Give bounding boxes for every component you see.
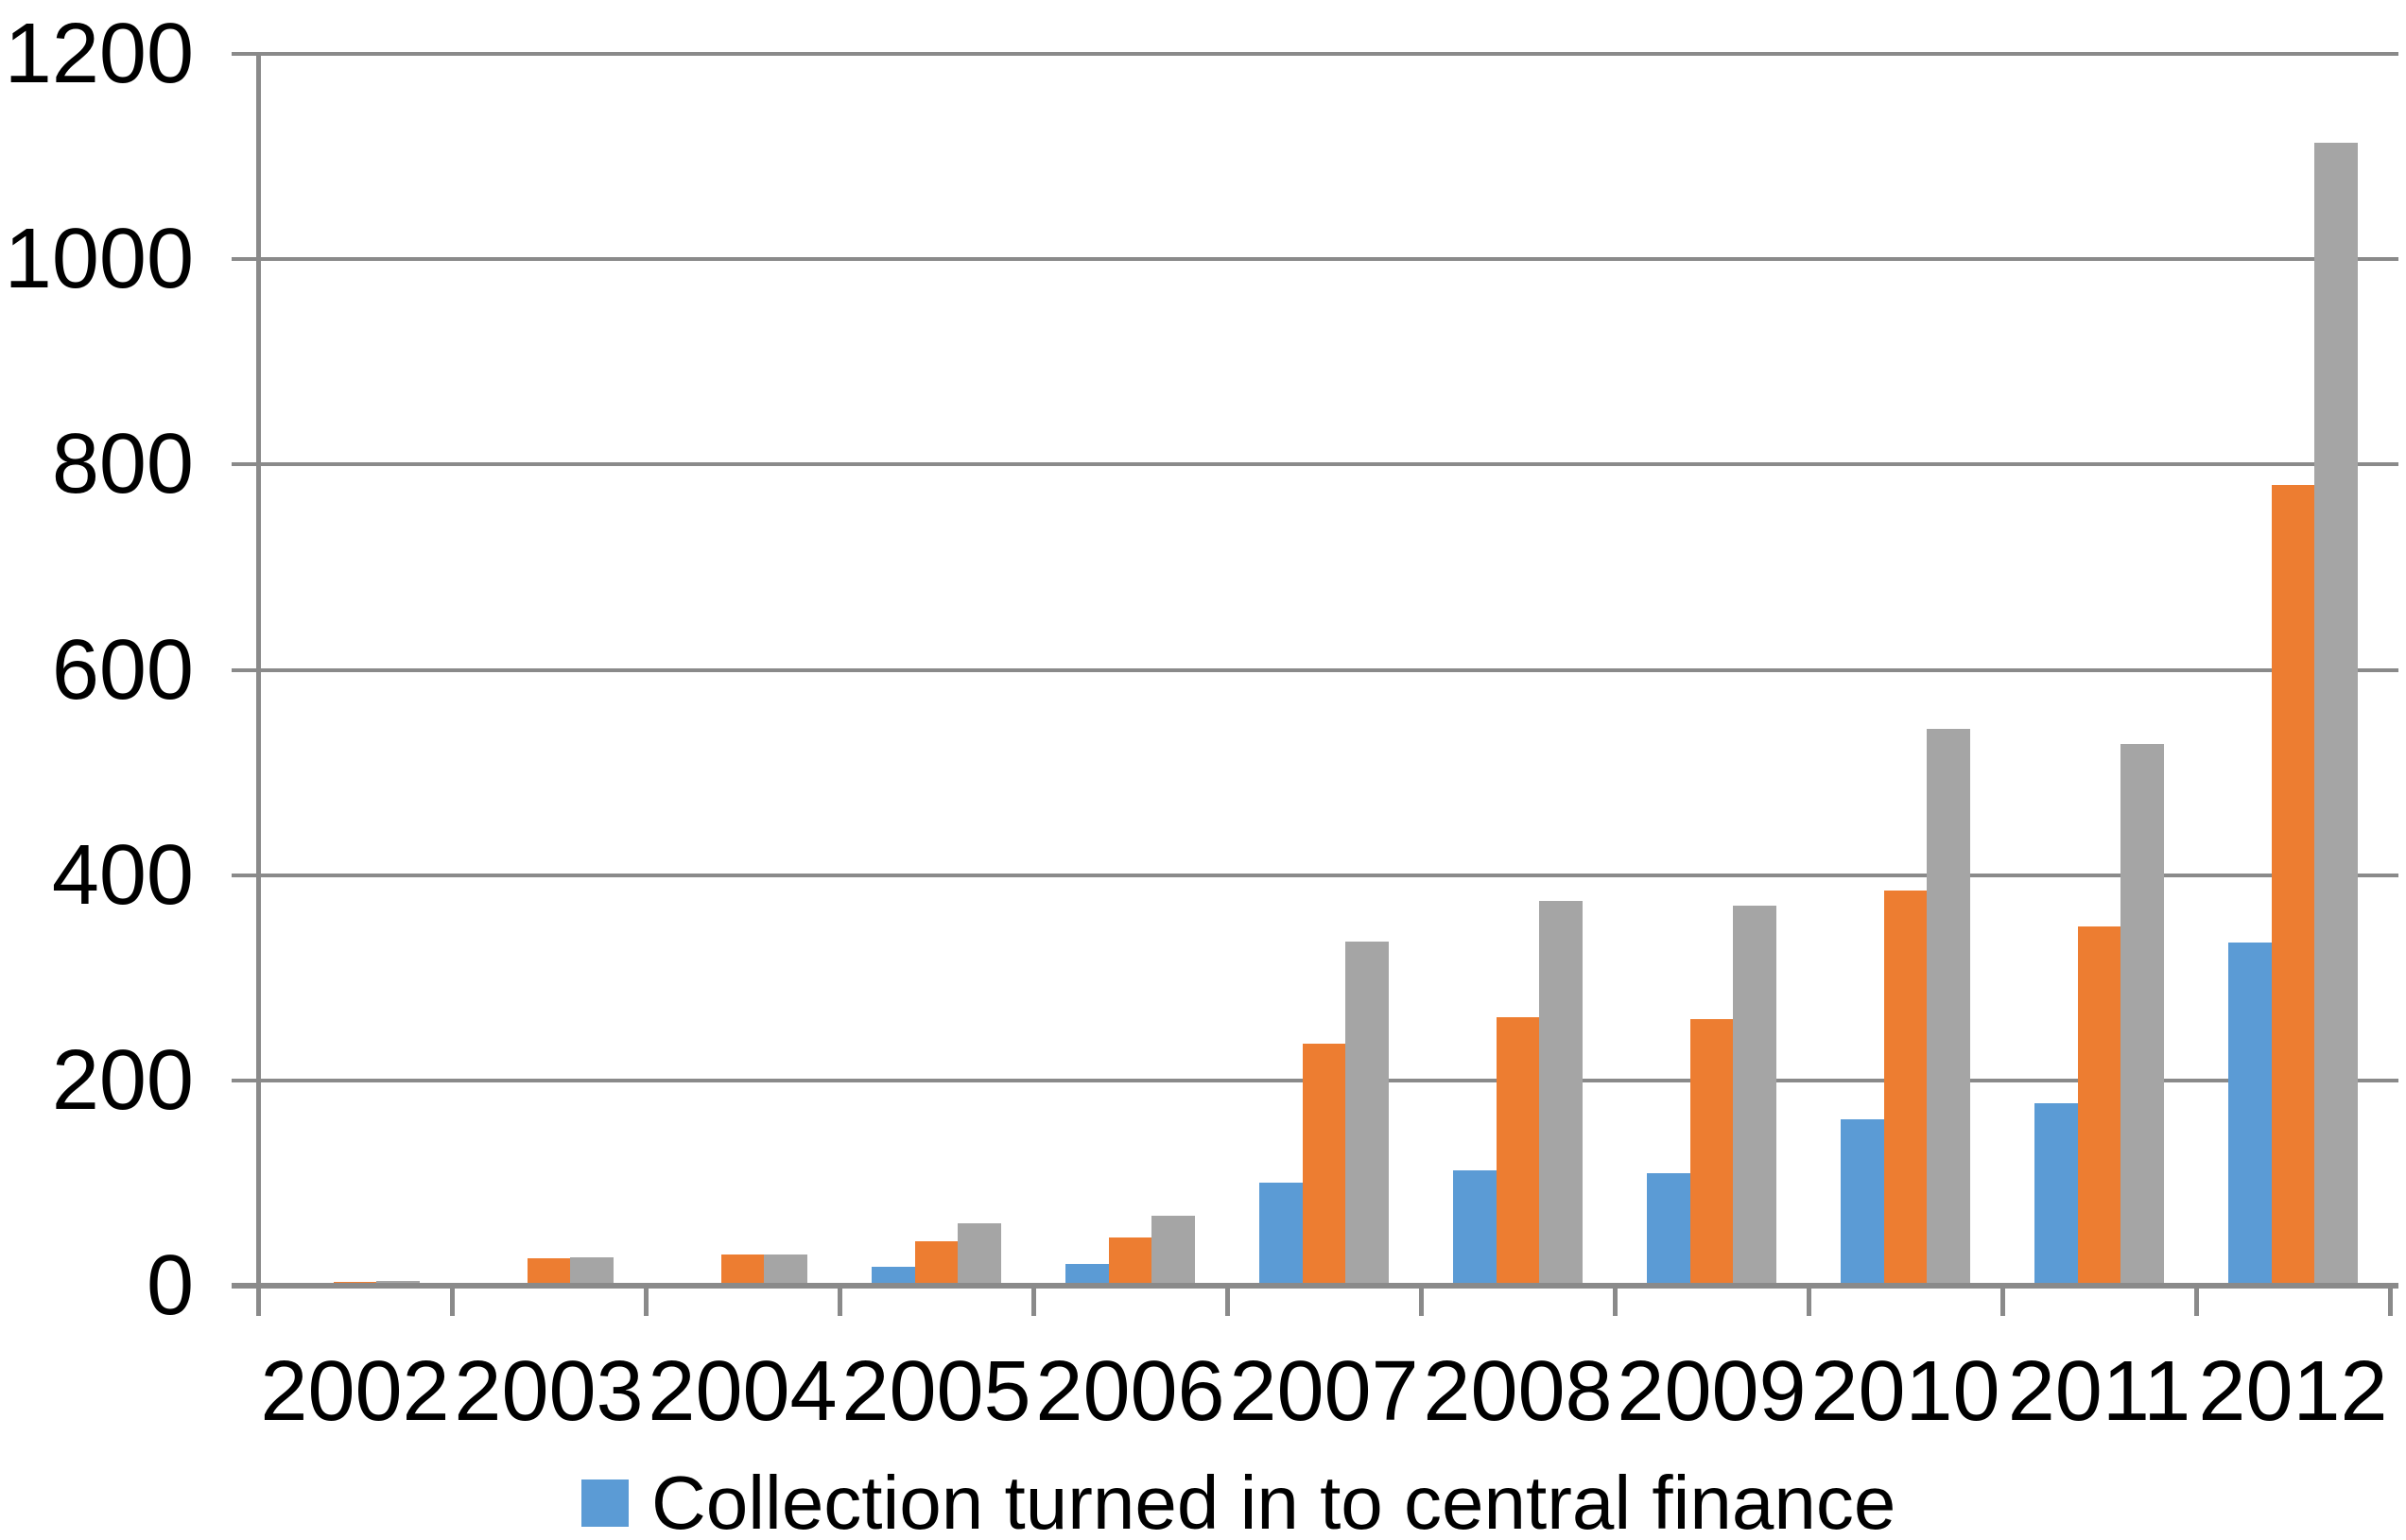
bar-2007-series3 [1345,942,1390,1286]
x-axis-tick-0 [256,1286,261,1316]
x-axis-tick-5 [1225,1286,1230,1316]
bar-2006-series1 [1065,1264,1109,1286]
x-axis-label-2011: 2011 [2007,1344,2191,1439]
bar-2008-series3 [1539,900,1584,1286]
bar-2006-series2 [1108,1237,1152,1286]
x-axis-tick-3 [838,1286,842,1316]
bar-2005-series3 [958,1222,1002,1286]
legend-swatch-icon [581,1479,629,1527]
bar-2012-series1 [2227,943,2272,1286]
bar-2004-series2 [720,1254,765,1286]
x-axis-label-2007: 2007 [1229,1344,1419,1439]
bar-2009-series2 [1689,1018,1734,1286]
bar-2011-series3 [2120,743,2165,1286]
bar-2012-series2 [2271,485,2315,1286]
gridline-800 [232,462,2398,467]
legend: Collection turned in to central finance [581,1463,1895,1540]
x-axis-label-2009: 2009 [1617,1344,1807,1439]
x-axis-tick-2 [644,1286,649,1316]
x-axis-tick-1 [450,1286,455,1316]
bar-2011-series1 [2034,1102,2078,1286]
x-axis-label-2008: 2008 [1423,1344,1613,1439]
bar-2006-series3 [1151,1216,1196,1286]
bar-2008-series2 [1496,1016,1540,1286]
x-axis-label-2004: 2004 [648,1344,838,1439]
x-axis-label-2005: 2005 [841,1344,1031,1439]
x-axis-tick-11 [2388,1286,2393,1316]
gridline-600 [232,667,2398,672]
x-axis-line [232,1283,2398,1289]
gridline-1200 [232,52,2398,56]
y-axis-tick-label-200: 200 [51,1032,194,1128]
x-axis-tick-6 [1419,1286,1424,1316]
gridline-1000 [232,257,2398,262]
bar-2007-series2 [1302,1043,1346,1286]
legend-label: Collection turned in to central finance [651,1461,1896,1540]
bar-2009-series3 [1733,906,1777,1286]
y-axis-line [256,52,261,1316]
bar-2012-series3 [2314,143,2359,1286]
x-axis-tick-10 [2194,1286,2199,1316]
bar-2008-series1 [1452,1170,1497,1286]
x-axis-label-2003: 2003 [454,1344,644,1439]
bar-2010-series1 [1840,1119,1884,1286]
x-axis-tick-4 [1031,1286,1036,1316]
bar-2011-series2 [2077,926,2121,1286]
gridline-400 [232,873,2398,877]
x-axis-label-2006: 2006 [1035,1344,1225,1439]
bar-2010-series3 [1927,729,1971,1286]
x-axis-label-2002: 2002 [260,1344,450,1439]
bar-2003-series3 [570,1256,614,1286]
bar-2003-series2 [527,1257,571,1286]
x-axis-tick-7 [1613,1286,1618,1316]
bar-2005-series2 [914,1241,959,1286]
y-axis-tick-label-400: 400 [51,827,194,923]
bar-2005-series1 [871,1267,915,1286]
x-axis-tick-9 [2000,1286,2005,1316]
y-axis-tick-label-1200: 1200 [4,7,194,101]
y-axis-tick-label-800: 800 [51,417,194,512]
bar-2007-series1 [1258,1183,1303,1286]
bar-2009-series1 [1646,1172,1690,1286]
y-axis-tick-label-0: 0 [146,1238,194,1333]
bar-2010-series2 [1883,890,1928,1286]
x-axis-tick-8 [1807,1286,1811,1316]
bar-2004-series3 [764,1254,808,1286]
x-axis-label-2012: 2012 [2198,1344,2388,1439]
y-axis-tick-label-600: 600 [51,622,194,718]
y-axis-tick-label-1000: 1000 [4,212,194,307]
x-axis-label-2010: 2010 [1810,1344,2000,1439]
